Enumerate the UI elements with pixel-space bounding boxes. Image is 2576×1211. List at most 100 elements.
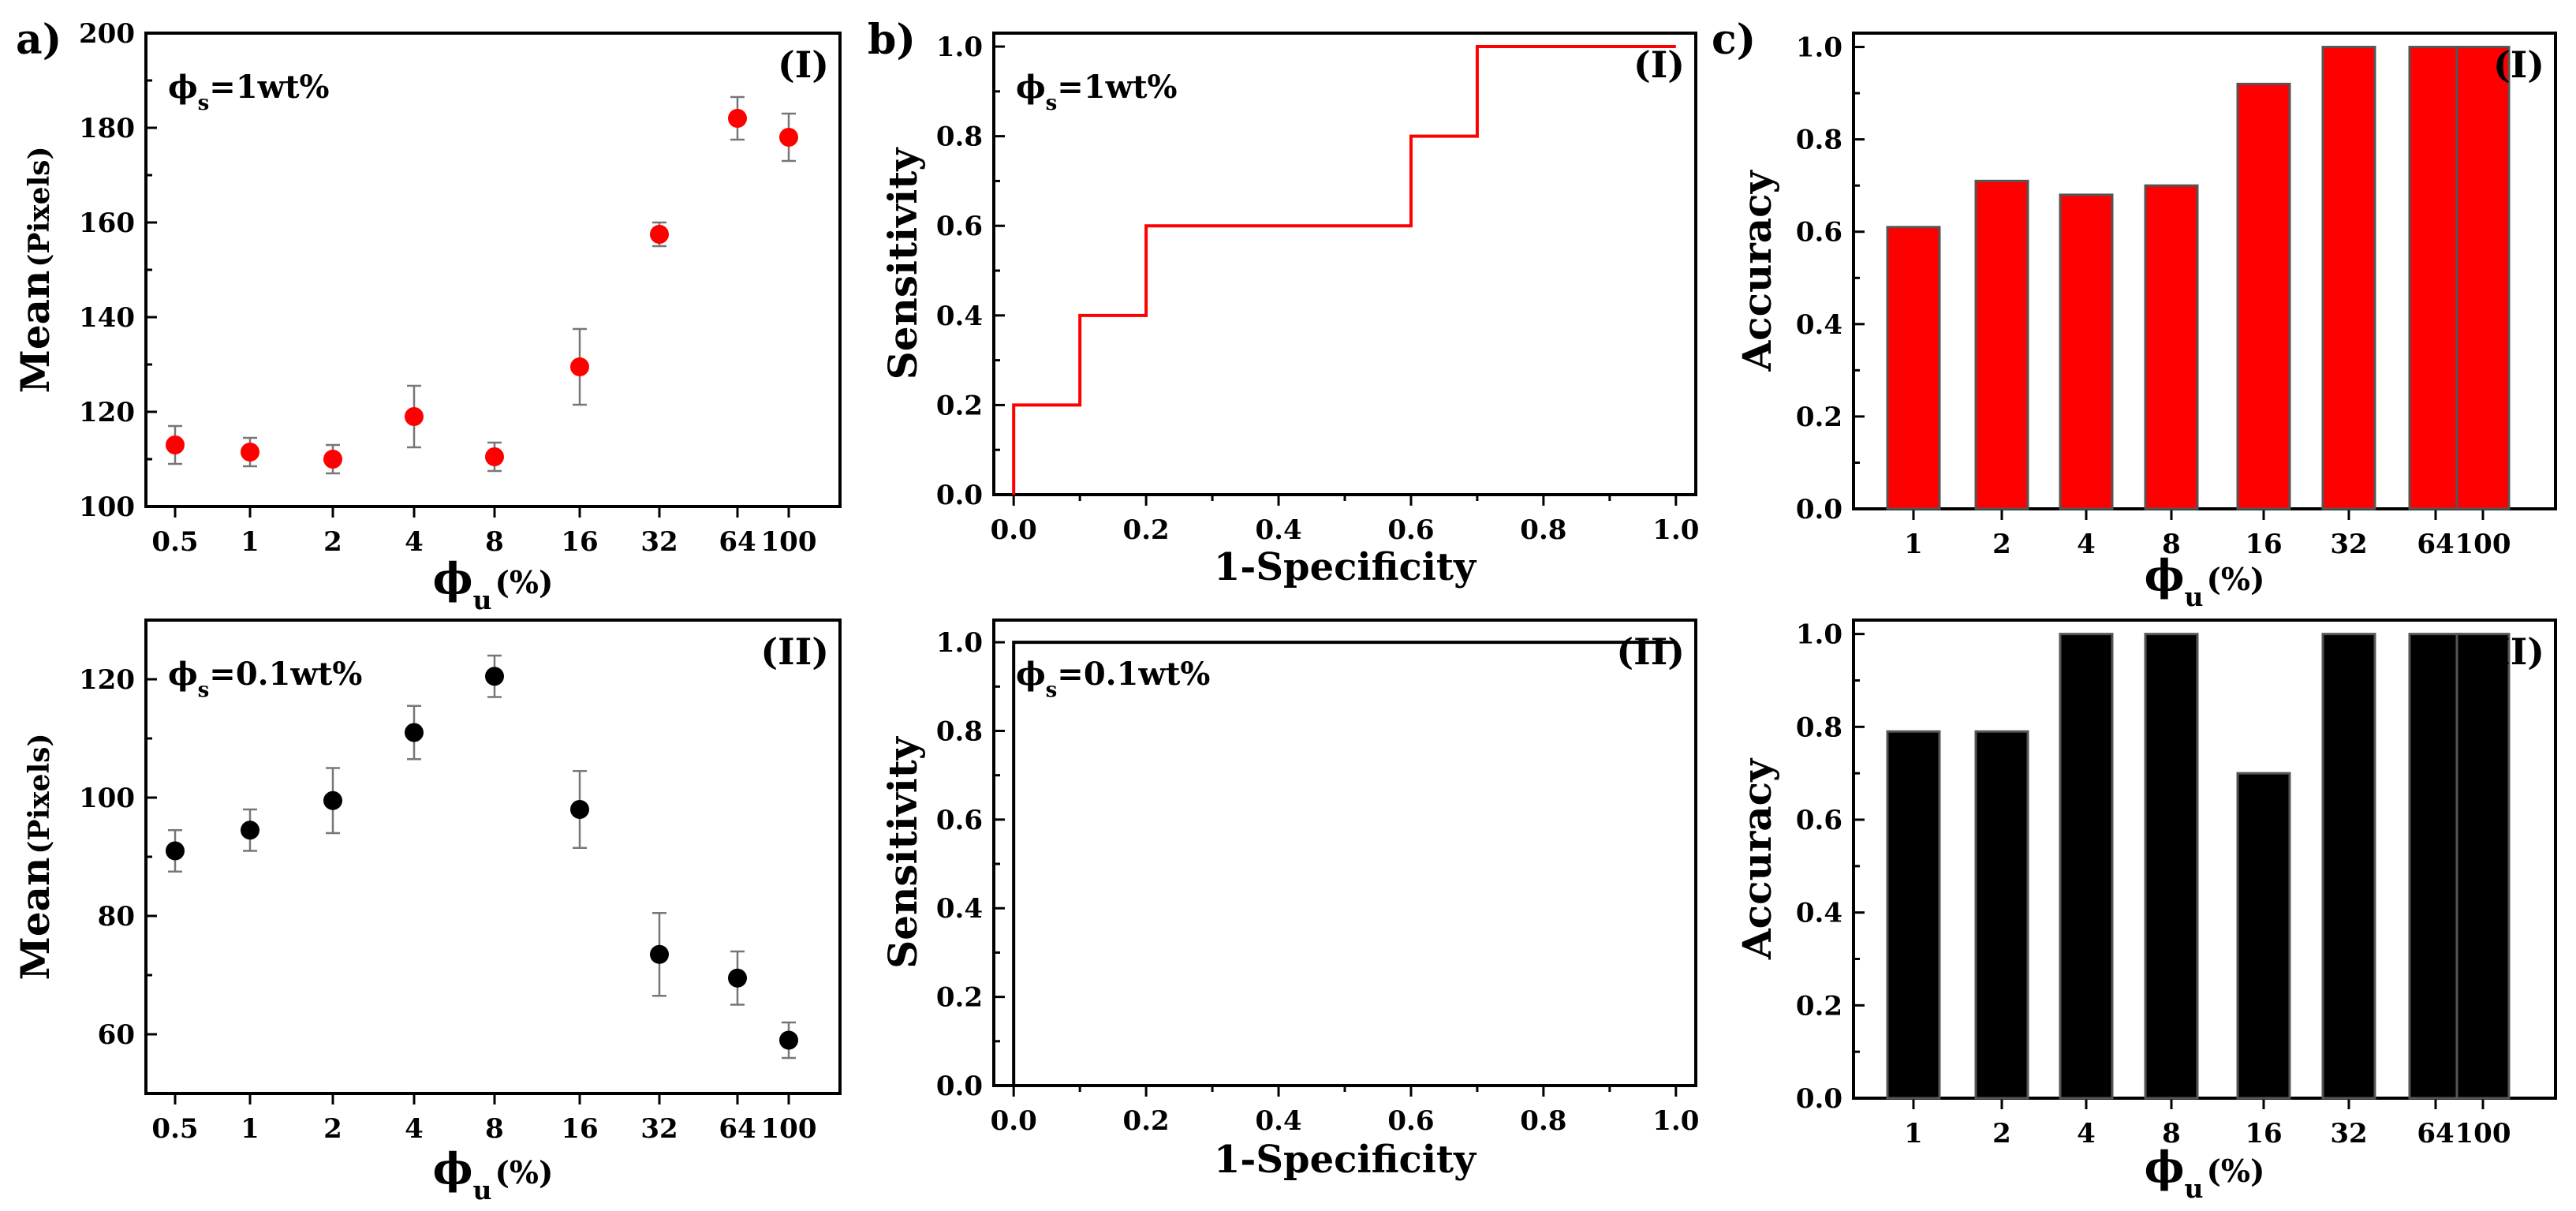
y-tick-label: 0.8 [1796, 712, 1842, 743]
y-tick-label: 120 [79, 397, 135, 428]
x-tick-label: 8 [2162, 529, 2181, 560]
chart-b2: 0.0 0.2 0.4 0.6 0.8 1.0 0.0 0.2 0.4 0.6 0.8 1.0 1-Sp… [879, 619, 1699, 1182]
data-point [728, 109, 747, 128]
x-tick-label: 1.0 [1652, 1105, 1699, 1137]
data-point [166, 841, 185, 861]
roc-line [1012, 45, 1676, 495]
panel-roman-label: (II) [1616, 630, 1685, 673]
chart-c1: 0.0 0.2 0.4 0.6 0.8 1.0 1 2 4 8 16 32 64 100 ϕu (%) Accu… [1734, 32, 2557, 612]
y-tick-label: 80 [98, 901, 135, 933]
data-point [405, 407, 424, 426]
data-point [650, 944, 669, 964]
plot-frame [1852, 32, 2557, 510]
x-tick-label: 16 [561, 526, 598, 558]
y-tick-label: 1.0 [1796, 619, 1842, 651]
panel-roman-label: (I) [778, 43, 829, 86]
x-tick-label: 2 [323, 1113, 342, 1145]
x-tick-label: 0.4 [1255, 514, 1301, 546]
x-tick-label: 2 [323, 526, 342, 558]
x-tick-label: 100 [2455, 529, 2511, 560]
x-tick-label: 4 [2077, 529, 2096, 560]
bar [1886, 730, 1941, 1100]
x-tick-label: 100 [2455, 1118, 2511, 1149]
bar [2144, 633, 2199, 1100]
x-tick-label: 0.0 [991, 1105, 1037, 1137]
bar [2059, 633, 2114, 1100]
x-tick-label: 100 [761, 1113, 817, 1145]
x-tick-label: 16 [2245, 1118, 2282, 1149]
data-point [650, 225, 669, 244]
bar [2059, 193, 2114, 510]
data-point [485, 667, 504, 686]
data-point [166, 435, 185, 454]
x-tick-label: 1 [1904, 529, 1923, 560]
y-tick-label: 0.6 [936, 805, 983, 836]
x-tick-label: 1 [241, 1113, 259, 1145]
x-tick-label: 1 [241, 526, 259, 558]
panel-roman-label: (II) [760, 630, 829, 673]
x-tick-label: 32 [640, 1113, 678, 1145]
y-axis-label: Accuracy [1734, 757, 1780, 960]
x-axis-label: 1-Specificity [1214, 545, 1477, 589]
panel-roman-label: (I) [1633, 43, 1685, 86]
data-point [570, 800, 589, 819]
chart-c2: 0.0 0.2 0.4 0.6 0.8 1.0 1 2 4 8 16 32 64 100 ϕu (%) Accu… [1734, 619, 2557, 1204]
x-tick-label: 32 [2330, 529, 2367, 560]
y-tick-label: 0.2 [1796, 990, 1842, 1022]
x-tick-label: 1 [1904, 1118, 1923, 1149]
x-tick-label: 100 [761, 526, 817, 558]
bar [2236, 772, 2291, 1100]
y-tick-label: 0.4 [936, 893, 983, 925]
y-tick-label: 1.0 [1796, 32, 1842, 64]
x-tick-label: 2 [1992, 1118, 2011, 1149]
x-tick-label: 64 [2417, 529, 2454, 560]
x-tick-label: 0.2 [1123, 1105, 1170, 1137]
y-tick-label: 0.6 [1796, 805, 1842, 836]
plot-frame [1852, 619, 2557, 1100]
x-tick-label: 64 [2417, 1118, 2454, 1149]
panel-roman-label: (I) [2493, 43, 2544, 86]
bar [2408, 633, 2463, 1100]
y-tick-label: 0.4 [1796, 309, 1842, 341]
data-point [779, 128, 798, 147]
y-tick-label: 100 [79, 492, 135, 523]
y-tick-label: 0.8 [1796, 125, 1842, 156]
x-axis-label: ϕu (%) [2145, 550, 2265, 612]
x-axis-label: ϕu (%) [2145, 1142, 2265, 1204]
data-point [485, 447, 504, 466]
x-tick-label: 8 [485, 526, 504, 558]
y-tick-label: 60 [98, 1019, 135, 1051]
x-tick-label: 0.5 [151, 526, 198, 558]
data-point [241, 820, 259, 840]
bar [1974, 179, 2029, 510]
panel-roman-label: (II) [2476, 630, 2544, 673]
x-tick-label: 0.6 [1387, 514, 1434, 546]
x-tick-label: 1.0 [1652, 514, 1699, 546]
data-point [323, 450, 342, 469]
x-axis-label: ϕu (%) [433, 553, 554, 615]
data-point [405, 723, 424, 742]
x-tick-label: 0.8 [1520, 514, 1566, 546]
x-tick-label: 4 [405, 526, 424, 558]
y-tick-label: 0.0 [936, 1071, 983, 1102]
x-tick-label: 4 [2077, 1118, 2096, 1149]
x-tick-label: 0.5 [151, 1113, 198, 1145]
y-tick-label: 0.0 [1796, 1083, 1842, 1115]
y-axis-label: Sensitivity [879, 147, 926, 380]
y-tick-label: 0.4 [1796, 898, 1842, 929]
chart-b1: 0.0 0.2 0.4 0.6 0.8 1.0 0.0 0.2 0.4 0.6 0.8 1.0 1-Sp… [879, 32, 1699, 589]
x-tick-label: 64 [719, 1113, 756, 1145]
x-tick-label: 0.0 [991, 514, 1037, 546]
bar [2144, 184, 2199, 510]
phi-s-annotation: ϕs=0.1wt% [1016, 656, 1210, 702]
bar [2408, 46, 2463, 510]
bar [1974, 730, 2029, 1100]
y-axis-label: Mean(Pixels) [12, 146, 58, 393]
data-point [323, 791, 342, 810]
bar [1886, 226, 1941, 510]
data-point [570, 357, 589, 376]
